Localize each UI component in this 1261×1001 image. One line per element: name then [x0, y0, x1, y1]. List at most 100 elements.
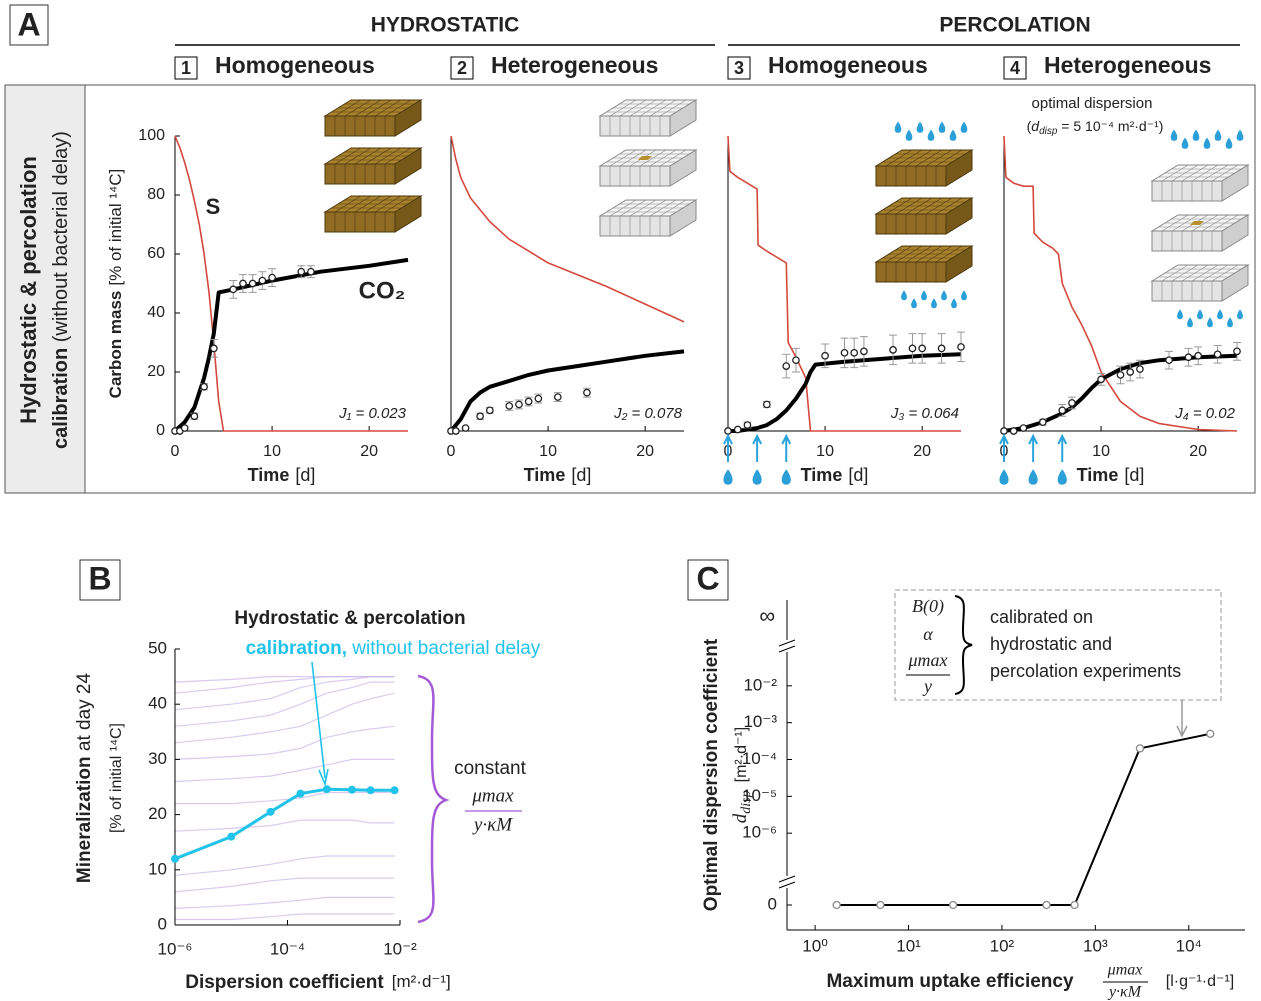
x-tick-label: 0: [171, 443, 180, 460]
observation: [1213, 350, 1222, 359]
background-line: [174, 896, 395, 909]
annotation: Hydrostatic & percolation: [234, 608, 465, 629]
y-axis-label: Mineralization at day 24: [74, 673, 95, 884]
observation: [258, 276, 267, 285]
x-label-part: Dispersion coefficient: [185, 972, 384, 993]
fit-score: J₄ = 0.02: [1174, 405, 1235, 422]
observation: [534, 394, 543, 403]
slab-side: [669, 199, 697, 237]
slab-spot: [638, 156, 652, 160]
x-axis-label: Time [d]: [1077, 465, 1145, 485]
water-drop: [960, 121, 968, 133]
y-tick-label: 20: [147, 363, 165, 380]
panel-number: 1: [181, 58, 191, 78]
observation: [583, 388, 591, 397]
y-tick-label: 40: [147, 304, 165, 321]
y-axis-label: Optimal dispersion coefficient: [701, 638, 722, 911]
co2-line: [449, 349, 685, 433]
x-tick-label: 20: [636, 443, 654, 460]
y-tick-label: 0: [768, 894, 777, 913]
y-tick-label: 100: [138, 127, 165, 144]
water-drop: [1187, 317, 1193, 328]
x-axis-label: Dispersion coefficient [m²·d⁻¹]: [185, 972, 451, 993]
y-tick-label: 10: [148, 859, 167, 878]
water-drop: [901, 290, 907, 301]
slab-front: [599, 115, 671, 137]
observation: [1068, 399, 1076, 407]
x-label-part: Time: [524, 465, 566, 485]
annotation-symbol: B(0): [912, 596, 944, 617]
x-tick-label: 10⁴: [1176, 936, 1202, 955]
x-label-part: [d]: [295, 465, 315, 485]
slab-front: [875, 213, 947, 235]
slab-side: [669, 99, 697, 137]
observation: [908, 344, 917, 353]
y-tick-label: 80: [147, 186, 165, 203]
observation: [524, 397, 533, 406]
x-label-fraction: μmax: [1107, 962, 1143, 979]
y-axis-label: ddisp [m²·d⁻¹]: [730, 727, 754, 823]
substrate-line: [450, 135, 685, 323]
x-tick-label: 20: [1189, 443, 1207, 460]
observation: [889, 346, 897, 354]
annotation: calibration, without bacterial delay: [246, 638, 541, 659]
x-label-part: [m²·d⁻¹]: [392, 972, 451, 991]
y-label-part: disp: [739, 790, 754, 813]
background-line: [174, 855, 395, 876]
x-tick-label: 20: [913, 443, 931, 460]
co2-line: [173, 257, 409, 433]
y-label-part: at day 24: [74, 673, 95, 757]
observation: [297, 267, 306, 276]
calibration-point: [266, 807, 275, 816]
calibration-point: [227, 832, 236, 841]
row-label-part: calibration: [50, 348, 72, 449]
panel-number: 3: [734, 58, 744, 78]
water-drop: [931, 298, 937, 309]
series-label: CO₂: [359, 277, 406, 304]
panel-label-box: [79, 559, 121, 601]
water-drop: [921, 290, 927, 301]
irrigation-arrow: [781, 433, 792, 462]
observation: [200, 382, 208, 391]
slab-side: [394, 147, 422, 185]
background-line: [174, 758, 395, 783]
number-box: [727, 56, 751, 80]
optimum-point: [832, 900, 841, 910]
group-title: PERCOLATION: [939, 14, 1090, 37]
slab-front: [599, 215, 671, 237]
water-drop: [1197, 309, 1203, 320]
water-drop: [911, 298, 917, 309]
slab-front: [1151, 180, 1223, 202]
observation: [1184, 353, 1193, 362]
co2-line: [728, 352, 962, 433]
annotation-text: calibrated on: [990, 607, 1093, 627]
x-tick-label: 10⁻⁶: [158, 939, 193, 958]
slab-side: [1221, 164, 1249, 202]
observation: [1038, 418, 1047, 426]
observation: [743, 421, 752, 429]
x-axis-label: Maximum uptake efficiency: [826, 971, 1074, 992]
optimal-label: optimal dispersion: [1032, 95, 1153, 112]
water-drop: [941, 290, 947, 301]
observation: [957, 343, 965, 351]
observation: [724, 427, 732, 435]
observation: [792, 356, 800, 365]
x-tick-label: 0: [447, 443, 456, 460]
observation: [515, 400, 523, 409]
slab-side: [394, 195, 422, 233]
calibration-point: [322, 785, 331, 794]
y-tick-label: 30: [148, 749, 167, 768]
background-line: [174, 877, 395, 893]
annotation-arrow: [1176, 700, 1188, 738]
panel-label: B: [88, 560, 111, 596]
water-drop: [961, 290, 967, 301]
water-drop: [999, 469, 1009, 485]
panel-title: Heterogeneous: [491, 52, 658, 78]
substrate-line: [174, 135, 408, 432]
annotation-box: [894, 589, 1222, 701]
observation: [850, 348, 859, 357]
observation: [1009, 427, 1018, 435]
y-tick-label: 10⁻⁴: [742, 749, 777, 768]
background-line: [174, 819, 395, 832]
water-drop: [951, 298, 957, 309]
